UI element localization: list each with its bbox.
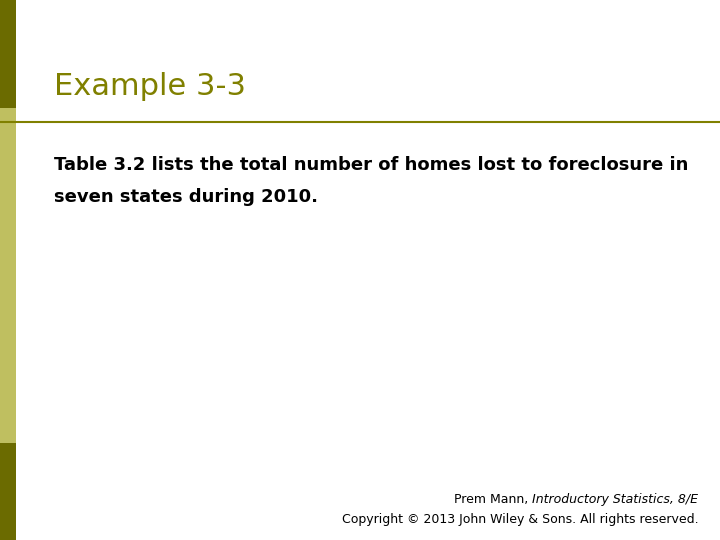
Text: Example 3-3: Example 3-3 [54,72,246,101]
Bar [0,108,16,443]
Text: Table 3.2 lists the total number of homes lost to foreclosure in: Table 3.2 lists the total number of home… [54,156,688,174]
Text: Prem Mann,: Prem Mann, [454,493,532,506]
Bar [0,443,16,540]
Text: seven states during 2010.: seven states during 2010. [54,188,318,206]
Text: Introductory Statistics, 8/E: Introductory Statistics, 8/E [532,493,698,506]
Bar [0,0,16,108]
Text: Copyright © 2013 John Wiley & Sons. All rights reserved.: Copyright © 2013 John Wiley & Sons. All … [342,513,698,526]
